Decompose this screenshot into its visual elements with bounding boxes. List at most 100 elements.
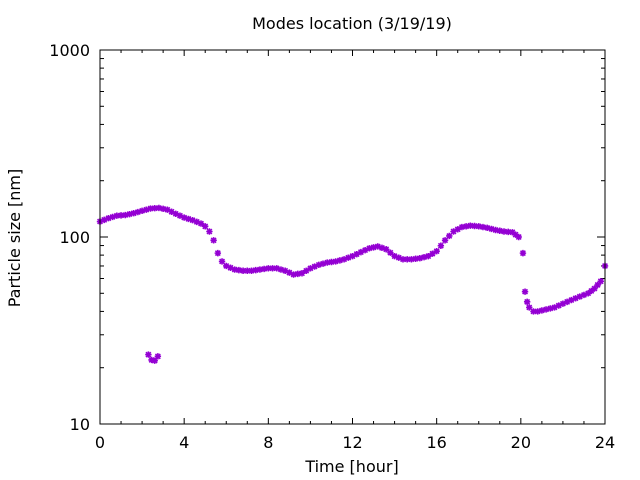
x-tick-label: 12 [342, 433, 362, 452]
data-point [563, 298, 571, 306]
data-point [387, 249, 394, 256]
data-point [345, 254, 352, 261]
data-point [332, 258, 339, 265]
data-point [239, 267, 247, 274]
data-point [412, 255, 419, 262]
data-point [273, 265, 280, 272]
data-point [113, 212, 121, 219]
data-point [492, 226, 499, 234]
data-point [479, 223, 487, 231]
data-point [210, 237, 217, 244]
data-point [235, 266, 243, 274]
data-points-layer [96, 204, 609, 364]
data-point [361, 247, 369, 254]
data-point [154, 353, 162, 360]
data-point [559, 300, 567, 307]
data-point [159, 205, 167, 213]
y-tick-label: 10 [70, 415, 90, 434]
data-point [471, 222, 478, 230]
data-point [441, 237, 449, 244]
data-point [399, 256, 407, 263]
data-point [429, 250, 436, 257]
data-point [519, 249, 527, 257]
plot-frame [99, 49, 606, 425]
data-point [437, 242, 445, 249]
data-point [126, 210, 133, 218]
data-point [151, 357, 158, 364]
data-point [155, 204, 163, 212]
data-point [143, 206, 150, 213]
data-point [277, 266, 285, 273]
data-point [193, 218, 200, 226]
data-point [315, 261, 323, 269]
data-point [303, 267, 310, 274]
data-point [458, 223, 466, 231]
data-point [269, 265, 276, 272]
data-point [530, 308, 537, 315]
ticks-layer [99, 49, 606, 425]
data-point [515, 233, 522, 241]
data-point [391, 252, 398, 260]
data-point [547, 305, 554, 312]
x-tick-label: 16 [426, 433, 446, 452]
y-axis-label-text: Particle size [nm] [5, 169, 24, 308]
data-point [101, 216, 108, 224]
data-point [446, 232, 453, 240]
data-point [307, 265, 314, 272]
x-tick-label: 8 [263, 433, 273, 452]
y-axis-label: Particle size [nm] [5, 169, 24, 308]
data-point [568, 296, 575, 304]
data-point [164, 206, 171, 213]
data-point [248, 267, 255, 274]
chart-title: Modes location (3/19/19) [252, 14, 452, 33]
data-point [227, 264, 234, 271]
data-point [319, 260, 327, 267]
data-point [202, 223, 209, 230]
data-point [214, 249, 222, 257]
data-point [462, 223, 470, 230]
data-point [521, 288, 529, 295]
data-point [382, 246, 390, 253]
data-point [336, 257, 344, 264]
data-point [488, 225, 495, 233]
data-point [151, 205, 158, 212]
data-point [580, 291, 588, 299]
data-point [576, 293, 583, 300]
data-point [420, 253, 428, 261]
data-point [555, 302, 562, 309]
data-point [122, 211, 129, 219]
y-tick-label: 100 [59, 228, 90, 247]
x-axis-label: Time [hour] [304, 457, 398, 476]
data-point [290, 271, 297, 278]
x-tick-label: 24 [595, 433, 615, 452]
y-tick-label: 1000 [49, 41, 90, 60]
data-point [374, 243, 381, 250]
data-point [117, 212, 125, 219]
data-point [231, 266, 238, 273]
data-point [538, 307, 546, 314]
data-point [218, 258, 226, 265]
data-point [311, 263, 318, 270]
data-point [168, 208, 175, 215]
data-point [260, 265, 268, 273]
data-point [172, 210, 179, 218]
data-point [467, 222, 474, 229]
data-point [572, 295, 579, 302]
data-point [197, 220, 205, 227]
data-point [130, 210, 137, 217]
data-point [404, 256, 411, 263]
data-point [523, 298, 531, 306]
data-point [134, 208, 142, 216]
data-point [252, 266, 259, 274]
data-point [509, 229, 516, 236]
data-point [294, 270, 301, 278]
data-point [370, 244, 377, 251]
data-point [223, 262, 230, 270]
data-point [416, 255, 424, 262]
data-point [588, 287, 595, 295]
x-tick-label: 4 [179, 433, 189, 452]
x-tick-label: 0 [95, 433, 105, 452]
data-point [425, 252, 432, 260]
data-point [353, 250, 360, 258]
